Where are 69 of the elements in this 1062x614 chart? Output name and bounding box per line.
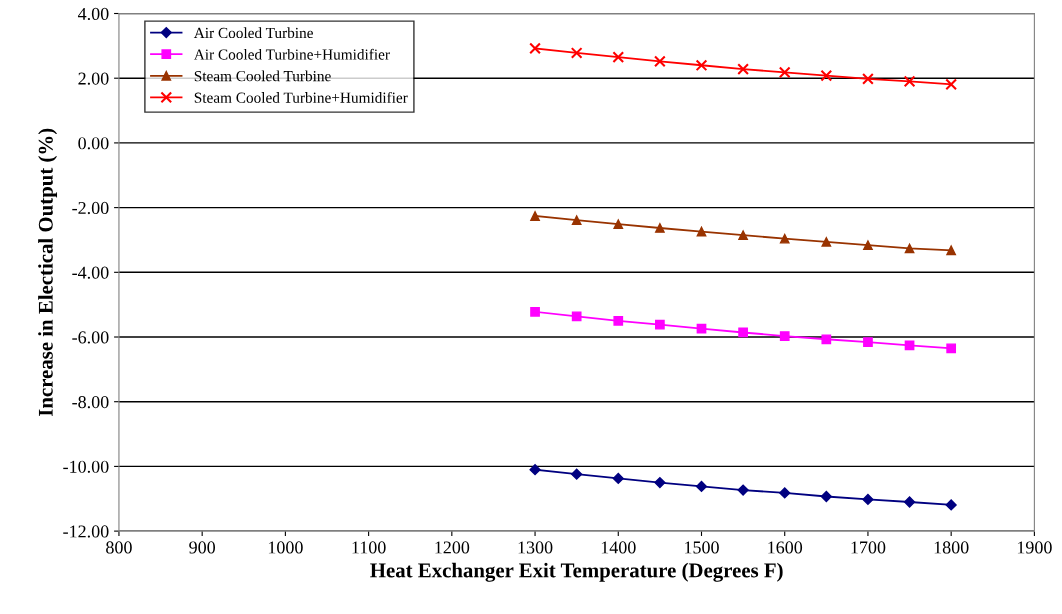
point (613, 219, 624, 229)
point (821, 334, 832, 345)
point (695, 59, 708, 72)
point (903, 75, 916, 88)
point (778, 66, 791, 79)
point (903, 496, 916, 508)
point (820, 490, 832, 503)
point (945, 499, 957, 511)
point (571, 311, 582, 322)
point (946, 343, 957, 354)
point (696, 226, 707, 237)
point (904, 243, 915, 254)
x-tick-label: 900 (189, 541, 216, 554)
y-tick-label: -8.00 (72, 395, 109, 409)
point (571, 215, 582, 226)
x-tick-label: 1600 (768, 541, 803, 554)
y-tick-label: -6.00 (72, 331, 109, 344)
point (655, 223, 665, 233)
x-tick-label: 1000 (268, 541, 303, 554)
point (862, 493, 874, 506)
x-tick-label: 1200 (435, 541, 470, 554)
x-tick-label: 1800 (934, 541, 969, 554)
x-tick-label: 1900 (1017, 541, 1052, 554)
point (945, 78, 958, 91)
point (862, 72, 874, 85)
point (863, 337, 873, 348)
point (738, 230, 748, 240)
y-tick-label: -10.00 (63, 460, 109, 473)
point (820, 69, 833, 82)
x-axis-title: Heat Exchanger Exit Temperature (Degrees F) (370, 562, 783, 582)
x-tick-label: 800 (106, 541, 132, 554)
point (695, 480, 708, 493)
point (530, 211, 540, 221)
x-tick-label: 1100 (352, 541, 386, 554)
legend-label: Air Cooled Turbine (193, 27, 313, 39)
point (613, 315, 624, 326)
x-tick-label: 1500 (685, 541, 719, 554)
point (738, 327, 748, 338)
point (529, 42, 541, 55)
point (821, 237, 832, 247)
point (737, 484, 749, 496)
y-tick-label: 4.00 (77, 7, 109, 21)
y-axis-title: Increase in Electical Output (%) (38, 128, 58, 417)
point (779, 331, 790, 341)
y-tick-label: -12.00 (63, 525, 109, 538)
point (530, 306, 540, 317)
point (654, 476, 666, 489)
point (570, 47, 583, 59)
point (571, 468, 583, 480)
point (653, 55, 666, 68)
point (529, 464, 541, 476)
y-tick-label: 2.00 (78, 72, 109, 85)
x-tick-label: 1400 (601, 541, 636, 554)
x-tick-label: 1300 (518, 541, 553, 554)
point (863, 240, 873, 250)
legend-label: Steam Cooled Turbine+Humidifier (194, 91, 408, 103)
point (737, 63, 750, 76)
y-tick-label: 0.00 (78, 137, 109, 150)
point (779, 233, 790, 244)
point (946, 245, 957, 256)
point (612, 472, 624, 484)
legend-label: Steam Cooled Turbine (194, 70, 331, 82)
point (779, 487, 791, 499)
point (655, 319, 665, 330)
legend-label: Air Cooled Turbine+Humidifier (193, 48, 390, 60)
point (612, 51, 625, 64)
y-tick-label: -4.00 (72, 266, 109, 279)
y-tick-label: -2.00 (72, 201, 109, 215)
x-tick-label: 1700 (851, 541, 886, 554)
